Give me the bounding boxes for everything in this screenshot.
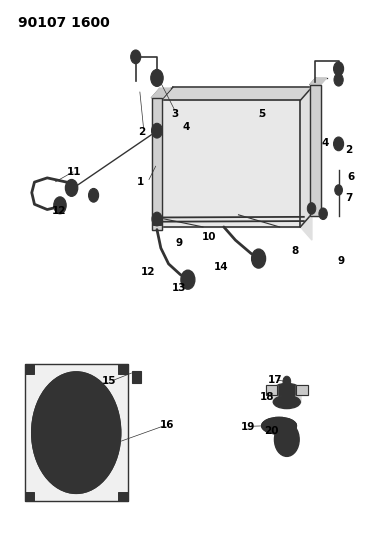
Bar (132, 371, 141, 383)
Circle shape (181, 270, 195, 289)
Text: 8: 8 (291, 246, 298, 256)
Text: 12: 12 (140, 267, 155, 277)
Bar (152, 98, 162, 230)
Circle shape (89, 189, 99, 202)
Text: 1: 1 (136, 177, 143, 187)
Text: 6: 6 (347, 172, 354, 182)
Text: 2: 2 (345, 146, 352, 156)
Bar (25, 364, 34, 374)
Bar (310, 85, 321, 216)
Text: 4: 4 (183, 122, 190, 132)
Text: 15: 15 (102, 376, 116, 386)
Text: 19: 19 (241, 422, 255, 432)
Circle shape (133, 54, 138, 60)
Polygon shape (296, 385, 308, 395)
Bar (118, 364, 128, 374)
Circle shape (152, 212, 162, 226)
Circle shape (334, 62, 344, 76)
Text: 14: 14 (214, 262, 229, 271)
Text: 12: 12 (52, 206, 66, 216)
Circle shape (74, 430, 78, 435)
Polygon shape (152, 88, 171, 98)
Circle shape (335, 185, 343, 195)
Circle shape (252, 249, 265, 268)
Circle shape (131, 50, 141, 64)
Circle shape (283, 376, 291, 387)
Polygon shape (300, 87, 312, 227)
Polygon shape (310, 85, 321, 216)
Text: 17: 17 (268, 375, 283, 385)
Text: 5: 5 (258, 109, 265, 118)
Circle shape (334, 74, 343, 86)
Circle shape (336, 66, 341, 72)
Text: 16: 16 (160, 419, 174, 430)
Text: 18: 18 (260, 392, 275, 402)
Text: 7: 7 (345, 193, 352, 203)
Text: 9: 9 (338, 256, 345, 266)
Bar (265, 385, 277, 395)
Ellipse shape (262, 417, 296, 434)
Circle shape (334, 137, 344, 151)
Bar (296, 385, 308, 395)
Circle shape (151, 69, 163, 86)
Polygon shape (310, 78, 327, 85)
Polygon shape (152, 98, 162, 230)
Polygon shape (300, 100, 312, 240)
Bar (25, 364, 128, 501)
Ellipse shape (273, 395, 300, 409)
Text: 2: 2 (138, 127, 145, 137)
Ellipse shape (273, 383, 300, 397)
Circle shape (307, 203, 316, 214)
Circle shape (154, 127, 160, 134)
Bar (118, 492, 128, 501)
Text: 4: 4 (322, 138, 329, 148)
Text: 9: 9 (175, 238, 182, 248)
Text: 20: 20 (264, 426, 279, 436)
Circle shape (68, 422, 84, 443)
Text: 90107 1600: 90107 1600 (18, 16, 110, 30)
Text: 13: 13 (171, 282, 186, 293)
Text: 10: 10 (202, 232, 217, 243)
Polygon shape (161, 87, 312, 100)
Circle shape (54, 197, 66, 214)
Polygon shape (25, 364, 128, 501)
Circle shape (274, 423, 299, 456)
Polygon shape (265, 385, 277, 395)
Circle shape (152, 123, 162, 138)
Circle shape (319, 208, 327, 220)
Text: 11: 11 (67, 166, 82, 176)
Bar (161, 100, 300, 227)
Circle shape (65, 180, 78, 196)
Circle shape (32, 372, 121, 494)
Polygon shape (273, 390, 300, 402)
Circle shape (291, 422, 296, 430)
Bar (153, 217, 161, 225)
Bar (25, 492, 34, 501)
Polygon shape (161, 100, 300, 227)
Circle shape (72, 426, 81, 439)
Circle shape (283, 434, 291, 445)
Text: 3: 3 (171, 109, 178, 118)
Circle shape (262, 422, 267, 430)
